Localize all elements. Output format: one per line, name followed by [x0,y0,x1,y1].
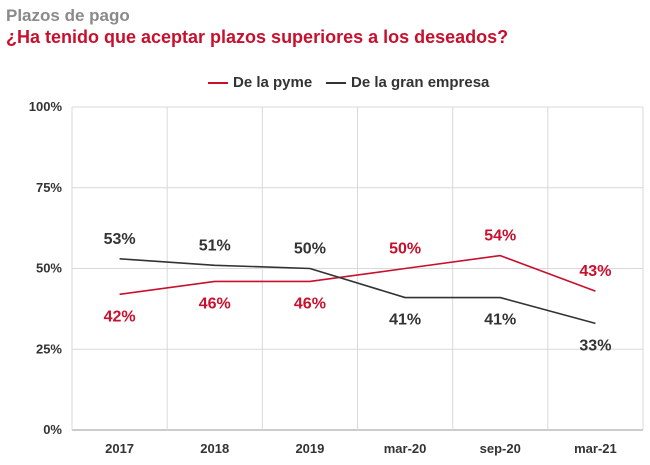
x-tick-label: 2019 [295,441,324,456]
data-label: 42% [104,308,136,325]
chart-legend: De la pyme De la gran empresa [0,74,650,96]
data-label: 46% [199,295,231,312]
x-tick-label: mar-20 [384,441,427,456]
chart-title: Plazos de pago [6,6,130,25]
x-tick-label: sep-20 [480,441,521,456]
data-label: 33% [579,337,611,354]
data-label: 53% [104,231,136,248]
y-tick-label: 100% [29,99,63,114]
y-tick-label: 25% [36,341,62,356]
series-line-1 [119,258,596,325]
chart-subtitle: ¿Ha tenido que aceptar plazos superiores… [6,27,509,47]
y-tick-label: 0% [43,422,62,437]
legend-item-pyme: De la pyme [208,74,312,91]
y-tick-label: 75% [36,180,62,195]
legend-swatch-pyme [208,81,228,84]
data-label: 41% [484,312,516,329]
y-tick-label: 50% [36,261,62,276]
data-label: 51% [199,237,231,254]
x-tick-label: 2017 [105,441,134,456]
series-line-0 [119,254,596,296]
x-tick-label: mar-21 [574,441,617,456]
x-tick-label: 2018 [200,441,229,456]
data-label: 50% [389,241,421,258]
data-label: 50% [294,241,326,258]
legend-item-gran-empresa: De la gran empresa [326,74,489,91]
data-label: 43% [579,263,611,280]
legend-label-pyme: De la pyme [233,74,313,91]
legend-swatch-gran-empresa [326,81,346,84]
data-label: 41% [389,312,421,329]
data-label: 54% [484,228,516,245]
data-label: 46% [294,295,326,312]
legend-label-gran-empresa: De la gran empresa [351,74,490,91]
